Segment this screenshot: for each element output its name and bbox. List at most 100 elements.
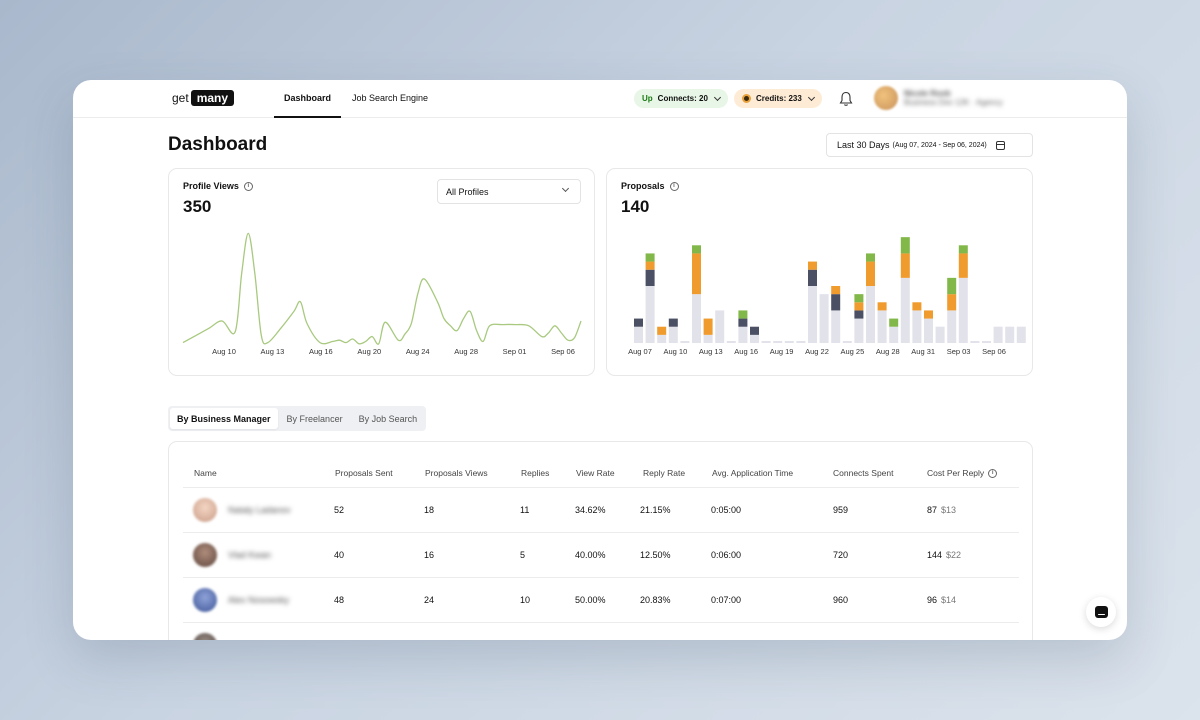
info-icon[interactable]: i	[988, 468, 998, 478]
bar-segment	[877, 310, 887, 343]
bar-segment	[645, 261, 655, 270]
tab-by-business-manager[interactable]: By Business Manager	[170, 408, 278, 429]
bar-segment	[738, 310, 748, 319]
x-tick-label: Aug 28	[454, 347, 478, 356]
profile-views-title: Profile Views	[183, 181, 239, 191]
profile-views-card: Profile Views i 350 All Profiles Aug 10 A…	[168, 168, 595, 376]
x-tick-label: Aug 16	[309, 347, 333, 356]
cell-replies: 10	[520, 595, 531, 605]
x-tick-label: Aug 28	[876, 347, 900, 356]
cell-connects-spent: 959	[833, 505, 849, 515]
proposals-card: Proposals i 140 Aug 07 Aug 10 Aug 13 Aug 16…	[606, 168, 1033, 376]
info-icon[interactable]: i	[243, 181, 253, 191]
tab-by-job-search[interactable]: By Job Search	[358, 413, 418, 424]
x-tick-label: Aug 13	[699, 347, 723, 356]
cell-reply-rate: 21.15%	[640, 505, 671, 515]
chevron-down-icon	[807, 93, 815, 101]
avatar	[193, 498, 217, 522]
x-tick-label: Sep 06	[551, 347, 575, 356]
table-row[interactable]: Alex Nosowsky 48 24 10 50.00% 20.83% 0:0…	[183, 577, 1019, 622]
x-tick-label: Aug 10	[212, 347, 236, 356]
column-header-connects-spent[interactable]: Connects Spent	[833, 468, 894, 478]
bar-segment	[1016, 326, 1026, 343]
bar-segment	[889, 326, 899, 343]
date-range-picker[interactable]: Last 30 Days (Aug 07, 2024 - Sep 06, 202…	[826, 133, 1033, 157]
column-header-cost-per-reply[interactable]: Cost Per Reply i	[927, 468, 998, 478]
cell-cost-per-reply: 144 $22	[927, 550, 961, 560]
profile-filter-select[interactable]: All Profiles	[437, 179, 581, 204]
table-row[interactable]: Vlad Kwan 40 16 5 40.00% 12.50% 0:06:00 …	[183, 532, 1019, 577]
connects-pill[interactable]: Up Connects: 20	[634, 89, 728, 108]
x-tick-label: Aug 10	[664, 347, 688, 356]
bar-segment	[900, 277, 910, 343]
table-row[interactable]	[183, 622, 1019, 640]
bar-segment	[831, 294, 841, 311]
coin-icon	[742, 94, 751, 103]
cell-reply-rate: 12.50%	[640, 550, 671, 560]
bar-segment	[692, 253, 701, 295]
date-main: Last 30 Days	[837, 140, 890, 150]
table-row[interactable]: Nataly Ladanov 52 18 11 34.62% 21.15% 0:…	[183, 487, 1019, 532]
cell-connects-spent: 720	[833, 550, 849, 560]
chat-support-button[interactable]	[1086, 597, 1116, 627]
avatar[interactable]	[874, 86, 898, 110]
tab-by-freelancer[interactable]: By Freelancer	[286, 413, 343, 424]
date-range: (Aug 07, 2024 - Sep 06, 2024)	[892, 141, 987, 149]
user-menu[interactable]: Nicole Roob Business Dev 12K · Agency	[904, 89, 1024, 109]
profile-filter-value: All Profiles	[446, 186, 489, 197]
profile-views-line	[182, 232, 582, 345]
x-tick-label: Aug 25	[841, 347, 865, 356]
bar-segment	[900, 253, 910, 278]
column-header-reply-rate[interactable]: Reply Rate	[643, 468, 686, 478]
profile-views-chart: Aug 10 Aug 13 Aug 16 Aug 20 Aug 24 Aug 28 Sep …	[182, 232, 582, 356]
x-tick-label: Sep 03	[947, 347, 971, 356]
column-header-name[interactable]: Name	[194, 468, 217, 478]
column-header-replies[interactable]: Replies	[521, 468, 550, 478]
bar-segment	[726, 341, 736, 343]
column-header-view-rate[interactable]: View Rate	[576, 468, 615, 478]
column-header-proposals-sent[interactable]: Proposals Sent	[335, 468, 393, 478]
cost-usd: $22	[946, 550, 962, 560]
cell-replies: 11	[520, 505, 530, 515]
cell-connects-spent: 960	[833, 595, 849, 605]
bar-segment	[970, 341, 980, 343]
bar-segment	[924, 310, 933, 319]
bar-segment	[866, 286, 875, 343]
credits-pill[interactable]: Credits: 233	[734, 89, 822, 108]
bar-segment	[889, 318, 899, 327]
user-subtitle: Business Dev 12K · Agency	[904, 98, 1003, 107]
bar-segment	[993, 326, 1003, 343]
bar-segment	[645, 286, 655, 343]
row-name: Vlad Kwan	[228, 550, 272, 560]
column-header-avg-application-time[interactable]: Avg. Application Time	[712, 468, 794, 478]
bar-segment	[831, 286, 841, 295]
bar-segment	[854, 310, 864, 319]
cost-connects: 96	[927, 595, 938, 605]
bar-segment	[900, 237, 910, 254]
app-window: get many Dashboard Job Search Engine Up …	[73, 80, 1127, 640]
tab-dashboard[interactable]: Dashboard	[273, 93, 342, 118]
avatar	[193, 633, 217, 640]
bar-segment	[796, 341, 806, 343]
tab-job-search-engine[interactable]: Job Search Engine	[352, 93, 429, 103]
x-tick-label: Sep 06	[982, 347, 1006, 356]
bar-segment	[808, 261, 817, 270]
logo[interactable]: get many	[172, 90, 235, 106]
cell-reply-rate: 20.83%	[640, 595, 671, 605]
proposals-value: 140	[621, 197, 650, 216]
bar-segment	[866, 253, 875, 262]
bar-segment	[703, 318, 713, 335]
bar-segment	[738, 326, 748, 343]
bar-segment	[866, 261, 875, 286]
x-tick-label: Aug 22	[805, 347, 829, 356]
chat-icon	[1094, 606, 1108, 618]
bar-segment	[1005, 326, 1015, 343]
upwork-icon: Up	[642, 94, 653, 103]
bell-icon[interactable]	[839, 91, 853, 107]
bar-segment	[668, 318, 678, 327]
bar-segment	[657, 334, 667, 343]
bar-segment	[947, 294, 957, 311]
cell-proposals-sent: 48	[334, 595, 345, 605]
info-icon[interactable]: i	[669, 181, 679, 191]
column-header-proposals-views[interactable]: Proposals Views	[425, 468, 488, 478]
